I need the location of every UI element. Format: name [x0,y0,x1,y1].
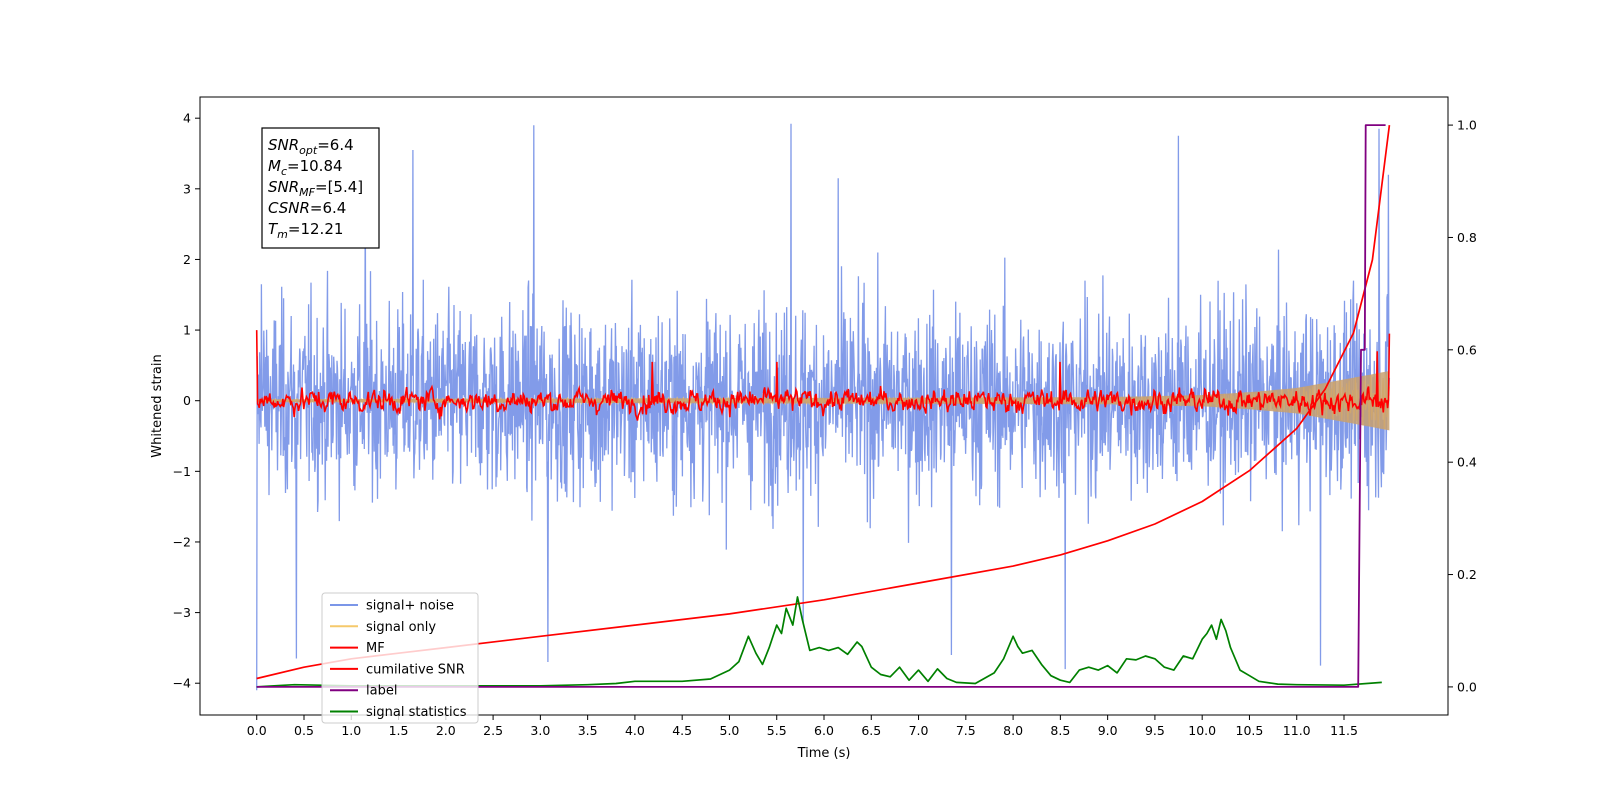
info-line: Tm=12.21 [268,220,343,241]
legend-entry-label: MF [366,641,385,656]
info-line-value: =12.21 [288,220,344,238]
x-tick-label: 11.0 [1283,723,1311,738]
x-tick-label: 1.0 [341,723,361,738]
x-tick-label: 4.0 [625,723,645,738]
x-tick-label: 3.5 [578,723,598,738]
info-line-symbol: SNR [268,136,299,154]
legend-frame [321,592,479,724]
legend-entry-label: label [366,684,397,699]
info-line-symbol: T [268,220,279,238]
x-tick-label: 5.5 [767,723,787,738]
y2-tick-label: 1.0 [1457,118,1477,133]
info-line-value: =10.84 [287,157,343,175]
y-tick-label: −4 [173,676,191,691]
x-tick-label: 10.5 [1236,723,1264,738]
y-tick-label: 1 [183,323,191,338]
y2-tick-label: 0.0 [1457,679,1477,694]
y-tick-label: 4 [183,111,191,126]
series-signal-only-band [256,371,1390,431]
legend-entry-label: signal+ noise [366,599,454,614]
x-tick-label: 7.0 [909,723,929,738]
y-axis-left: 4 3 2 1 0 −1 −2 −3 −4 [173,111,200,691]
x-tick-label: 2.5 [483,723,503,738]
x-axis-label: Time (s) [797,746,851,761]
y2-tick-label: 0.6 [1457,342,1477,357]
info-line-value: =[5.4] [315,178,363,196]
x-tick-label: 2.0 [436,723,456,738]
x-tick-label: 0.0 [247,723,267,738]
x-tick-label: 7.5 [956,723,976,738]
y-axis-right: 1.0 0.8 0.6 0.4 0.2 0.0 [1448,118,1477,694]
y-tick-label: −2 [173,534,191,549]
info-line: Mc=10.84 [268,157,343,178]
info-line-subscript: opt [299,144,318,157]
x-tick-label: 10.0 [1188,723,1216,738]
info-line-value: =6.4 [310,199,346,217]
legend: signal+ noise signal only MF cumilative SNR… [321,592,479,724]
y2-tick-label: 0.8 [1457,230,1477,245]
legend-entry-label: signal only [366,620,436,635]
x-tick-label: 4.5 [672,723,692,738]
y-tick-label: 0 [183,393,191,408]
x-tick-label: 11.5 [1330,723,1358,738]
x-tick-label: 9.0 [1098,723,1118,738]
x-tick-label: 8.5 [1050,723,1070,738]
y2-tick-label: 0.2 [1457,567,1477,582]
info-line-symbol: SNR [268,178,299,196]
info-box-frame [261,127,380,249]
x-tick-label: 6.0 [814,723,834,738]
series-mf-line [255,330,1391,421]
y-tick-label: 2 [183,252,191,267]
series-signal-noise-line [256,123,1391,691]
legend-entry-label: signal statistics [366,705,467,720]
info-line-subscript: MF [299,186,315,199]
info-line-subscript: m [277,228,288,241]
x-tick-label: 1.5 [389,723,409,738]
info-line-symbol: M [268,157,281,175]
y-tick-label: −1 [173,464,191,479]
info-line-subscript: c [281,165,287,178]
x-tick-label: 8.0 [1003,723,1023,738]
info-line: SNRopt=6.4 [268,136,354,157]
info-box: SNRopt=6.4Mc=10.84SNRMF=[5.4]CSNR=6.4Tm=… [261,127,380,249]
x-tick-label: 6.5 [861,723,881,738]
legend-entry-label: cumilative SNR [366,662,465,677]
info-line-value: =6.4 [317,136,353,154]
y-tick-label: −3 [173,605,191,620]
y2-tick-label: 0.4 [1457,455,1477,470]
y-axis-label: Whitened strain [150,354,165,457]
info-line: CSNR=6.4 [268,199,346,217]
info-line: SNRMF=[5.4] [268,178,363,199]
x-tick-label: 3.0 [530,723,550,738]
x-tick-label: 9.5 [1145,723,1165,738]
series-label-line [256,124,1386,688]
x-axis: 0.0 0.5 1.0 1.5 2.0 2.5 3.0 3.5 4.0 4.5 5.0 5.5 6.0 6… [247,715,1358,738]
x-tick-label: 0.5 [294,723,314,738]
x-tick-label: 5.0 [720,723,740,738]
y-tick-label: 3 [183,181,191,196]
series-signal-statistics-line [256,596,1382,688]
info-line-symbol: CSNR [268,199,310,217]
